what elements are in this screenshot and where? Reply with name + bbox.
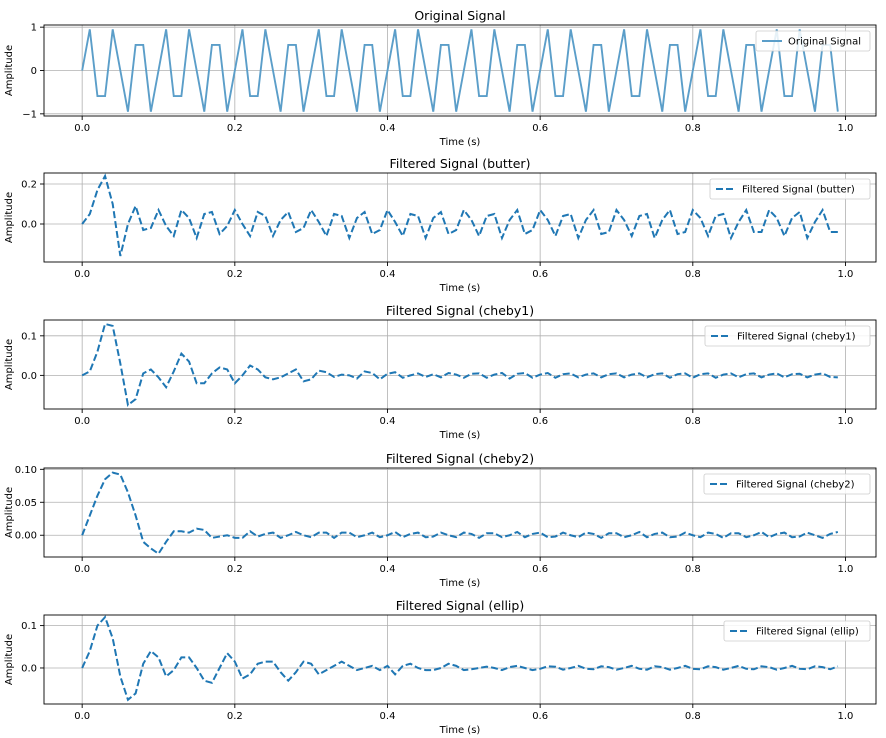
- y-tick-label: 0.0: [21, 663, 37, 674]
- legend-label: Filtered Signal (cheby1): [737, 332, 856, 343]
- series-line-1: [81, 471, 839, 556]
- subplot-3: 0.0 0.2 0.4 0.6 0.8 1.0 0.0 0.1 Filtered Signal …: [4, 303, 877, 441]
- legend-label: Original Signal: [788, 37, 861, 48]
- x-tick-label: 1.0: [838, 123, 854, 134]
- x-tick-label: 0.4: [380, 123, 396, 134]
- y-tick-label: 0.2: [21, 180, 37, 191]
- series-line-1: [81, 173, 838, 257]
- subplot-title: Original Signal: [414, 8, 505, 23]
- subplot-5: 0.0 0.2 0.4 0.6 0.8 1.0 0.0 0.1 Filtered Signal …: [4, 598, 877, 736]
- x-tick-label: 0.2: [227, 564, 243, 575]
- subplot-title: Filtered Signal (butter): [390, 156, 531, 171]
- legend: Filtered Signal (butter): [709, 178, 871, 200]
- plot-frame: [43, 614, 877, 705]
- x-tick-label: 0.2: [227, 416, 243, 427]
- y-axis-label: Amplitude: [4, 45, 15, 96]
- plot-frame: [43, 172, 877, 263]
- x-tick-label: 0.4: [380, 711, 396, 722]
- x-tick-label: 0.0: [74, 711, 90, 722]
- y-tick-label: 0.0: [21, 371, 37, 382]
- y-axis-label: Amplitude: [4, 339, 15, 390]
- x-tick-label: 1.0: [838, 416, 854, 427]
- plot-frame: [43, 319, 877, 410]
- x-tick-label: 0.6: [532, 269, 548, 280]
- x-tick-label: 0.2: [227, 711, 243, 722]
- legend: Filtered Signal (cheby1): [704, 325, 871, 347]
- y-tick-label: 0.05: [15, 498, 37, 509]
- x-tick-label: 0.8: [685, 123, 701, 134]
- x-tick-label: 0.8: [685, 564, 701, 575]
- subplot-2: 0.0 0.2 0.4 0.6 0.8 1.0 0.0 0.2 Filtered Signal …: [4, 156, 877, 294]
- subplot-title: Filtered Signal (ellip): [396, 598, 524, 613]
- x-tick-label: 0.2: [227, 123, 243, 134]
- y-axis-label: Amplitude: [4, 634, 15, 685]
- x-tick-label: 0.4: [380, 269, 396, 280]
- legend-label: Filtered Signal (butter): [742, 185, 855, 196]
- y-tick-label: 1: [31, 23, 37, 34]
- x-tick-label: 0.2: [227, 269, 243, 280]
- x-tick-label: 0.4: [380, 564, 396, 575]
- x-tick-label: 0.6: [532, 564, 548, 575]
- subplot-title: Filtered Signal (cheby1): [386, 303, 534, 318]
- x-axis-label: Time (s): [439, 137, 481, 148]
- legend-box: [709, 178, 871, 200]
- y-axis-label: Amplitude: [4, 192, 15, 243]
- x-tick-label: 0.8: [685, 269, 701, 280]
- x-tick-label: 1.0: [838, 564, 854, 575]
- y-tick-label: −1: [22, 109, 37, 120]
- y-tick-label: 0.0: [21, 220, 37, 231]
- y-tick-label: 0.10: [15, 465, 37, 476]
- legend-label: Filtered Signal (ellip): [756, 627, 859, 638]
- legend-box: [755, 30, 871, 52]
- series-line-1: [81, 615, 839, 702]
- y-tick-label: 0.1: [21, 621, 37, 632]
- legend-box: [703, 473, 871, 495]
- x-tick-label: 0.6: [532, 123, 548, 134]
- x-tick-label: 0.0: [74, 123, 90, 134]
- x-axis-label: Time (s): [439, 725, 481, 736]
- legend: Filtered Signal (cheby2): [703, 473, 871, 495]
- y-axis-label: Amplitude: [4, 487, 15, 538]
- y-tick-label: 0.00: [15, 531, 37, 542]
- series-line-1: [81, 29, 839, 112]
- subplot-1: 0.0 0.2 0.4 0.6 0.8 1.0 −1 0 1 Original Signal Tim…: [4, 8, 877, 148]
- legend-box: [723, 620, 871, 642]
- legend-box: [704, 325, 871, 347]
- x-tick-label: 0.8: [685, 416, 701, 427]
- series-line-1: [81, 322, 838, 407]
- subplot-title: Filtered Signal (cheby2): [386, 451, 534, 466]
- x-tick-label: 0.4: [380, 416, 396, 427]
- x-axis-label: Time (s): [439, 430, 481, 441]
- x-tick-label: 0.0: [74, 269, 90, 280]
- x-tick-label: 1.0: [838, 711, 854, 722]
- x-tick-label: 0.0: [74, 564, 90, 575]
- subplot-4: 0.0 0.2 0.4 0.6 0.8 1.0 0.00 0.05 0.10 Filtered S…: [4, 451, 877, 589]
- legend: Original Signal: [755, 30, 871, 52]
- x-tick-label: 0.0: [74, 416, 90, 427]
- plot-frame: [43, 467, 877, 558]
- x-tick-label: 0.8: [685, 711, 701, 722]
- x-tick-label: 0.6: [532, 416, 548, 427]
- y-tick-label: 0.1: [21, 331, 37, 342]
- y-tick-label: 0: [31, 66, 37, 77]
- legend: Filtered Signal (ellip): [723, 620, 871, 642]
- x-axis-label: Time (s): [439, 578, 481, 589]
- x-axis-label: Time (s): [439, 283, 481, 294]
- x-tick-label: 1.0: [838, 269, 854, 280]
- legend-label: Filtered Signal (cheby2): [736, 480, 855, 491]
- x-tick-label: 0.6: [532, 711, 548, 722]
